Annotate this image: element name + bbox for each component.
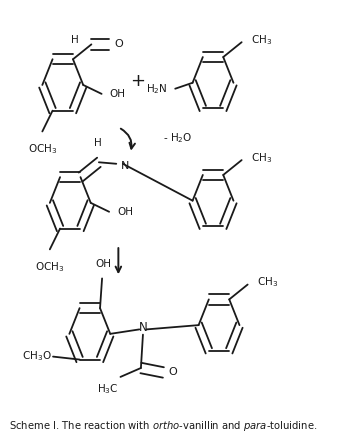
Text: - H$_2$O: - H$_2$O — [163, 131, 193, 145]
Text: O: O — [114, 40, 123, 49]
Text: CH$_3$: CH$_3$ — [251, 33, 272, 47]
Text: +: + — [131, 72, 145, 89]
Text: OH: OH — [118, 207, 133, 217]
Text: OH: OH — [96, 259, 112, 269]
Text: OCH$_3$: OCH$_3$ — [28, 142, 57, 156]
Text: CH$_3$: CH$_3$ — [257, 275, 278, 289]
Text: H: H — [71, 35, 78, 44]
Text: O: O — [169, 368, 177, 377]
Text: H$_3$C: H$_3$C — [97, 382, 119, 396]
Text: OH: OH — [110, 89, 125, 99]
Text: N: N — [139, 321, 147, 334]
Text: OCH$_3$: OCH$_3$ — [35, 260, 64, 274]
Text: H: H — [93, 138, 101, 148]
Text: N: N — [121, 161, 129, 171]
Text: CH$_3$O: CH$_3$O — [22, 350, 51, 364]
Text: H$_2$N: H$_2$N — [146, 82, 167, 96]
Text: Scheme I. The reaction with $\it{ortho}$-vanillin and $\it{para}$-toluidine.: Scheme I. The reaction with $\it{ortho}$… — [9, 419, 317, 433]
Text: CH$_3$: CH$_3$ — [251, 151, 272, 165]
